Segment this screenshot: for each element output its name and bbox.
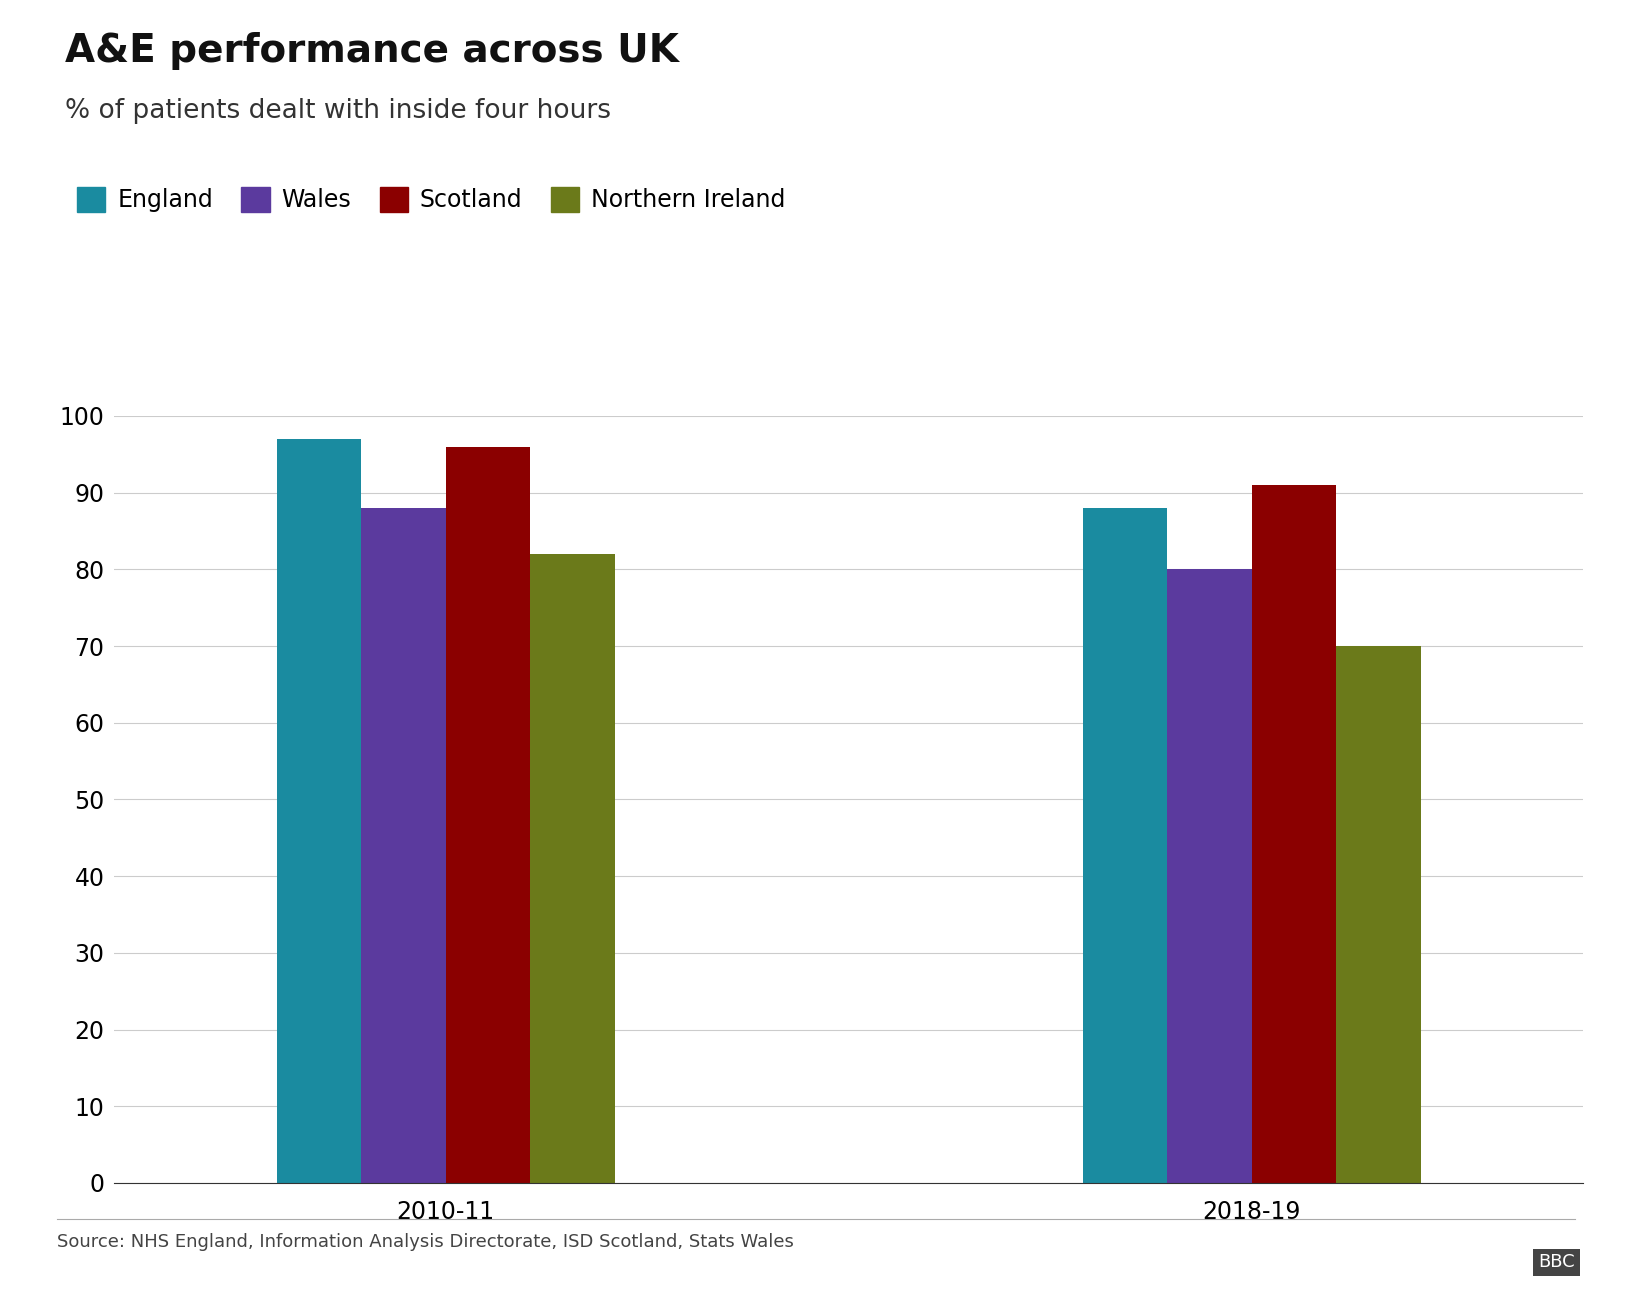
Bar [361, 508, 446, 1183]
Bar [530, 554, 615, 1183]
Bar [1252, 485, 1337, 1183]
Bar [446, 447, 530, 1183]
Bar [1082, 508, 1167, 1183]
Bar [1167, 569, 1252, 1183]
Legend: England, Wales, Scotland, Northern Ireland: England, Wales, Scotland, Northern Irela… [77, 187, 785, 212]
Text: A&E performance across UK: A&E performance across UK [65, 32, 679, 70]
Text: BBC: BBC [1539, 1253, 1575, 1271]
Bar [1337, 646, 1420, 1183]
Text: % of patients dealt with inside four hours: % of patients dealt with inside four hou… [65, 98, 612, 124]
Bar [277, 439, 361, 1183]
Text: Source: NHS England, Information Analysis Directorate, ISD Scotland, Stats Wales: Source: NHS England, Information Analysi… [57, 1232, 795, 1251]
